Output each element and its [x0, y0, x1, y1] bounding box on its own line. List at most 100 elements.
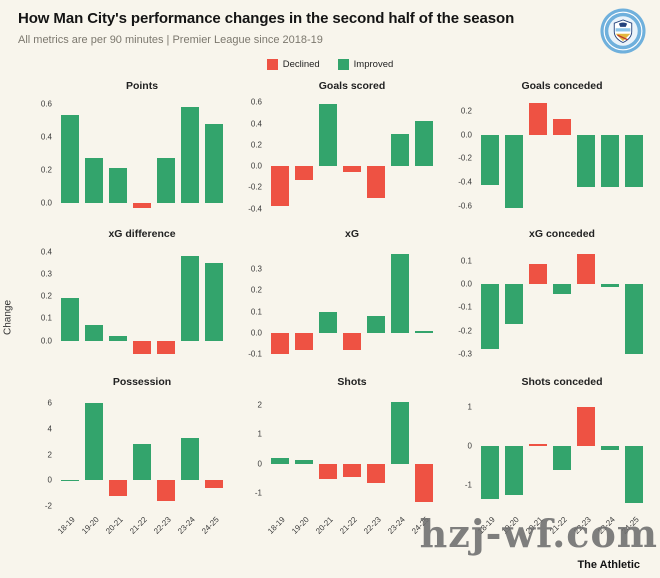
y-tick-label: 0.4 — [250, 119, 262, 129]
man-city-badge — [600, 8, 646, 54]
bar-23-24 — [181, 256, 199, 341]
y-tick-label: 0.1 — [40, 313, 52, 323]
bar-19-20 — [505, 134, 523, 208]
y-tick-label: 0.0 — [460, 130, 472, 140]
x-tick-label: 21-22 — [337, 515, 359, 536]
y-tick-label: 0.4 — [40, 247, 52, 257]
page-title: How Man City's performance changes in th… — [18, 10, 515, 27]
bar-23-24 — [601, 134, 619, 187]
x-tick-label: 18-19 — [265, 515, 287, 536]
bar-19-20 — [85, 403, 103, 481]
bar-22-23 — [367, 315, 385, 333]
chart-points: Points 0.6 0.4 0.2 0.0 — [30, 80, 226, 215]
chart-possession: Possession 6 4 2 0 -2 18-19 19-20 20-21 21-22 22… — [30, 376, 226, 545]
bar-18-19 — [61, 115, 79, 204]
plot-area — [58, 245, 226, 363]
bar-24-25 — [415, 330, 433, 333]
plot-area — [478, 97, 646, 215]
y-tick-label: 0.3 — [250, 264, 262, 274]
y-tick-label: -0.6 — [458, 201, 472, 211]
bar-21-22 — [133, 340, 151, 355]
y-tick-label: 1 — [467, 402, 472, 412]
y-axis-label: Change — [2, 299, 14, 336]
legend-item-declined: Declined — [266, 59, 320, 70]
y-axis: 0.6 0.4 0.2 0.0 — [30, 97, 58, 215]
bar-24-25 — [415, 463, 433, 503]
x-tick-label: 19-20 — [79, 515, 101, 536]
y-tick-label: 0.2 — [250, 140, 262, 150]
plot-area — [58, 393, 226, 511]
bar-18-19 — [271, 166, 289, 207]
y-tick-label: 0.3 — [40, 269, 52, 279]
x-tick-label: 21-22 — [127, 515, 149, 536]
bar-18-19 — [481, 134, 499, 186]
chart-goals-conceded: Goals conceded 0.2 0.0 -0.2 -0.4 -0.6 — [450, 80, 646, 215]
plot-area — [58, 97, 226, 215]
plot-area — [268, 245, 436, 363]
legend: Declined Improved — [0, 59, 660, 70]
bar-21-22 — [553, 284, 571, 294]
chart-goals-scored: Goals scored 0.6 0.4 0.2 0.0 -0.2 -0.4 — [240, 80, 436, 215]
y-tick-label: -2 — [44, 501, 52, 511]
y-tick-label: -0.1 — [248, 349, 262, 359]
bar-22-23 — [157, 480, 175, 501]
bar-18-19 — [271, 332, 289, 355]
y-tick-label: 4 — [47, 424, 52, 434]
plot-area — [478, 245, 646, 363]
y-tick-label: 0.1 — [460, 256, 472, 266]
bar-21-22 — [133, 444, 151, 481]
y-axis: 1 0 -1 — [450, 393, 478, 511]
bar-22-23 — [367, 166, 385, 198]
x-tick-label: 19-20 — [289, 515, 311, 536]
plot-area — [478, 393, 646, 511]
bar-22-23 — [157, 340, 175, 355]
header: How Man City's performance changes in th… — [0, 0, 660, 46]
bar-21-22 — [133, 203, 151, 209]
chart-title: xG difference — [108, 228, 176, 240]
y-tick-label: 0.6 — [250, 97, 262, 107]
chart-title: Points — [125, 80, 159, 92]
chart-xg-conceded: xG conceded 0.1 0.0 -0.1 -0.2 -0.3 — [450, 228, 646, 363]
y-tick-label: -0.2 — [248, 182, 262, 192]
bar-19-20 — [85, 158, 103, 204]
y-tick-label: 2 — [47, 450, 52, 460]
bar-20-21 — [109, 168, 127, 204]
chart-title: Goals conceded — [521, 80, 603, 92]
bar-24-25 — [205, 123, 223, 204]
x-tick-label: 22-23 — [361, 515, 383, 536]
x-axis: 18-19 19-20 20-21 21-22 22-23 23-24 24-25 — [56, 511, 226, 545]
y-axis: 0.1 0.0 -0.1 -0.2 -0.3 — [450, 245, 478, 363]
y-tick-label: -0.1 — [458, 302, 472, 312]
y-axis: 2 1 0 -1 — [240, 393, 268, 511]
y-tick-label: -0.2 — [458, 153, 472, 163]
watermark: hzj-wf.com — [419, 511, 658, 556]
chart-shots-conceded: Shots conceded 1 0 -1 18-19 19-20 20-21 21-22… — [450, 376, 646, 545]
bar-20-21 — [319, 104, 337, 167]
bar-18-19 — [61, 298, 79, 341]
y-tick-label: 0.2 — [460, 106, 472, 116]
y-tick-label: 0.2 — [40, 291, 52, 301]
chart-title: Possession — [112, 376, 172, 388]
y-tick-label: 0.2 — [40, 165, 52, 175]
y-tick-label: -0.4 — [458, 177, 472, 187]
y-tick-label: 0.0 — [460, 279, 472, 289]
bar-20-21 — [529, 443, 547, 447]
y-tick-label: 0 — [47, 475, 52, 485]
bar-22-23 — [157, 158, 175, 204]
y-tick-label: 0.4 — [40, 132, 52, 142]
x-tick-label: 23-24 — [385, 515, 407, 536]
bar-19-20 — [85, 325, 103, 341]
y-tick-label: -0.2 — [458, 326, 472, 336]
y-tick-label: -1 — [464, 480, 472, 490]
x-tick-label: 20-21 — [313, 515, 335, 536]
bar-21-22 — [343, 332, 361, 351]
bar-24-25 — [625, 446, 643, 504]
bar-18-19 — [481, 284, 499, 350]
bar-23-24 — [181, 106, 199, 204]
bar-18-19 — [61, 479, 79, 481]
legend-declined-swatch — [266, 59, 278, 70]
y-tick-label: 0.0 — [250, 328, 262, 338]
bar-21-22 — [553, 446, 571, 470]
y-axis: 0.2 0.0 -0.2 -0.4 -0.6 — [450, 97, 478, 215]
plot-area — [268, 97, 436, 215]
